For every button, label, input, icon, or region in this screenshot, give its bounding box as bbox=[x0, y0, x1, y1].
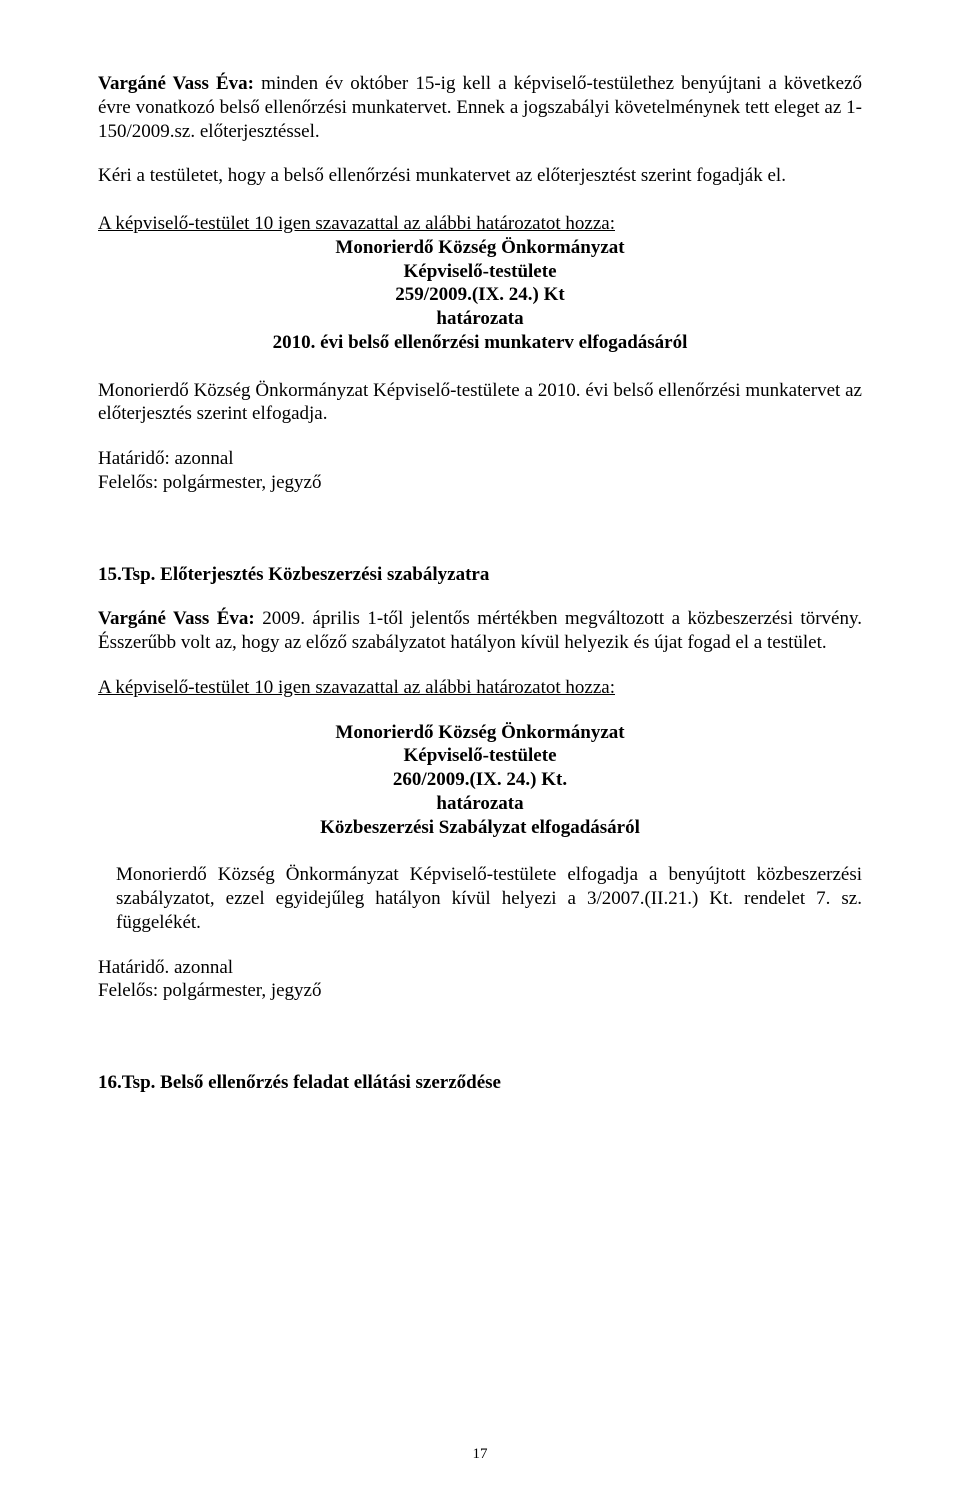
resolution-body: Monorierdő Község Önkormányzat Képviselő… bbox=[98, 863, 862, 934]
res-line: Monorierdő Község Önkormányzat bbox=[98, 721, 862, 745]
resolution-body: Monorierdő Község Önkormányzat Képviselő… bbox=[98, 379, 862, 427]
paragraph: Vargáné Vass Éva: 2009. április 1-től je… bbox=[98, 607, 862, 655]
document-page: Vargáné Vass Éva: minden év október 15-i… bbox=[0, 0, 960, 1488]
deadline: Határidő. azonnal bbox=[98, 956, 862, 980]
res-line: határozata bbox=[98, 792, 862, 816]
responsible: Felelős: polgármester, jegyző bbox=[98, 979, 862, 1003]
paragraph: Vargáné Vass Éva: minden év október 15-i… bbox=[98, 72, 862, 143]
resolution-header: Monorierdő Község Önkormányzat Képviselő… bbox=[98, 721, 862, 840]
res-line: Közbeszerzési Szabályzat elfogadásáról bbox=[98, 816, 862, 840]
paragraph: Kéri a testületet, hogy a belső ellenőrz… bbox=[98, 164, 862, 188]
res-line: 260/2009.(IX. 24.) Kt. bbox=[98, 768, 862, 792]
speaker-name: Vargáné Vass Éva: bbox=[98, 608, 255, 629]
vote-line: A képviselő-testület 10 igen szavazattal… bbox=[98, 676, 862, 700]
res-line: Képviselő-testülete bbox=[98, 260, 862, 284]
page-number: 17 bbox=[0, 1445, 960, 1464]
responsible: Felelős: polgármester, jegyző bbox=[98, 471, 862, 495]
deadline: Határidő: azonnal bbox=[98, 447, 862, 471]
res-line: határozata bbox=[98, 307, 862, 331]
resolution-header: Monorierdő Község Önkormányzat Képviselő… bbox=[98, 236, 862, 355]
agenda-heading: 16.Tsp. Belső ellenőrzés feladat ellátás… bbox=[98, 1071, 862, 1095]
res-line: 259/2009.(IX. 24.) Kt bbox=[98, 283, 862, 307]
agenda-heading: 15.Tsp. Előterjesztés Közbeszerzési szab… bbox=[98, 563, 862, 587]
res-line: 2010. évi belső ellenőrzési munkaterv el… bbox=[98, 331, 862, 355]
speaker-name: Vargáné Vass Éva: bbox=[98, 73, 254, 94]
res-line: Monorierdő Község Önkormányzat bbox=[98, 236, 862, 260]
vote-line: A képviselő-testület 10 igen szavazattal… bbox=[98, 212, 862, 236]
res-line: Képviselő-testülete bbox=[98, 744, 862, 768]
